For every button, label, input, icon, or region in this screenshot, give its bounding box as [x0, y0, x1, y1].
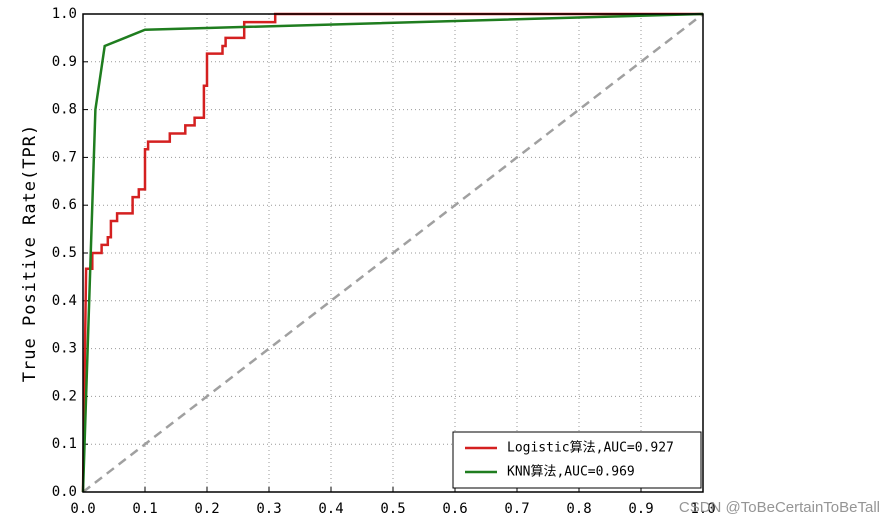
x-tick-label: 0.6: [442, 501, 467, 517]
roc-line: [81, 12, 703, 493]
chance-diagonal: [82, 13, 704, 493]
x-tick-label: 0.5: [380, 501, 405, 517]
y-tick-label: 0.6: [52, 197, 77, 213]
x-tick-label: 1.0: [690, 501, 715, 517]
y-tick-label: 0.4: [52, 293, 77, 309]
y-tick-label: 0.5: [52, 245, 77, 261]
y-tick-label: 0.8: [52, 102, 77, 118]
legend-label: Logistic算法,AUC=0.927: [507, 441, 674, 456]
plot-frame: [82, 13, 704, 493]
y-tick-label: 0.7: [52, 149, 77, 165]
x-tick-label: 0.9: [628, 501, 653, 517]
x-tick-label: 0.0: [70, 501, 95, 517]
y-tick-label: 0.2: [52, 388, 77, 404]
y-tick-label: 0.3: [52, 341, 77, 357]
legend-box: [452, 431, 702, 489]
y-tick-label: 0.0: [52, 484, 77, 500]
x-tick-label: 0.3: [256, 501, 281, 517]
x-tick-label: 0.2: [194, 501, 219, 517]
x-tick-label: 0.4: [318, 501, 343, 517]
legend-label: KNN算法,AUC=0.969: [507, 465, 635, 480]
x-tick-label: 0.1: [132, 501, 157, 517]
roc-line: [81, 12, 704, 493]
y-axis-label: True Positive Rate(TPR): [20, 124, 40, 382]
y-tick-label: 1.0: [52, 6, 77, 22]
watermark: CSDN @ToBeCertainToBeTall: [679, 499, 880, 516]
x-tick-label: 0.8: [566, 501, 591, 517]
y-tick-label: 0.9: [52, 54, 77, 70]
y-tick-label: 0.1: [52, 436, 77, 452]
x-tick-label: 0.7: [504, 501, 529, 517]
